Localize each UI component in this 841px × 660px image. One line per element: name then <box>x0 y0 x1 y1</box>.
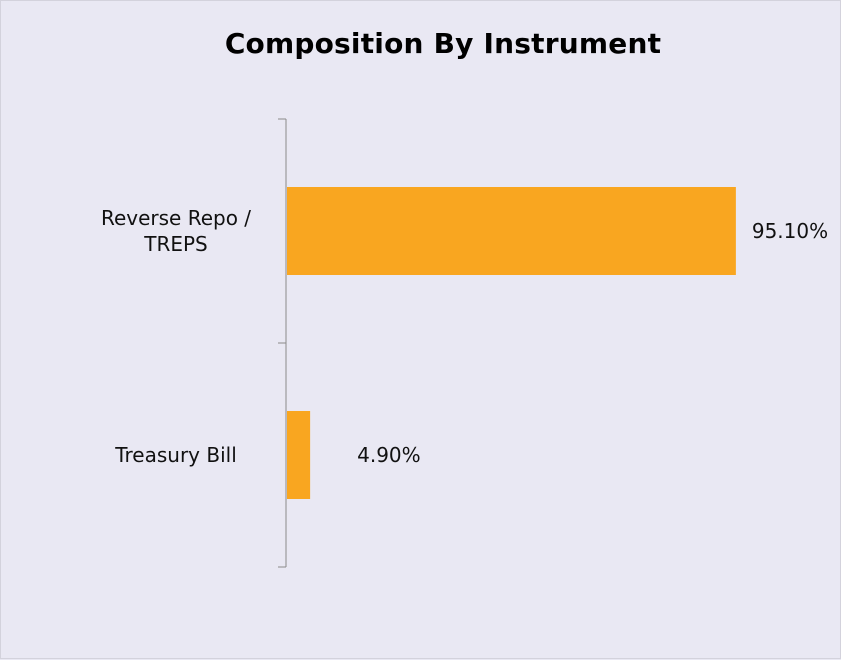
data-label: 4.90% <box>357 443 421 467</box>
category-label-line: TREPS <box>143 232 208 256</box>
category-label-line: Treasury Bill <box>114 443 237 467</box>
data-label: 95.10% <box>752 219 828 243</box>
category-label-line: Reverse Repo / <box>101 206 251 230</box>
chart-title: Composition By Instrument <box>224 27 662 60</box>
category-label: Treasury Bill <box>114 443 237 467</box>
category-label: Reverse Repo / TREPS <box>101 206 251 256</box>
bar <box>287 411 311 499</box>
bar <box>287 187 736 275</box>
